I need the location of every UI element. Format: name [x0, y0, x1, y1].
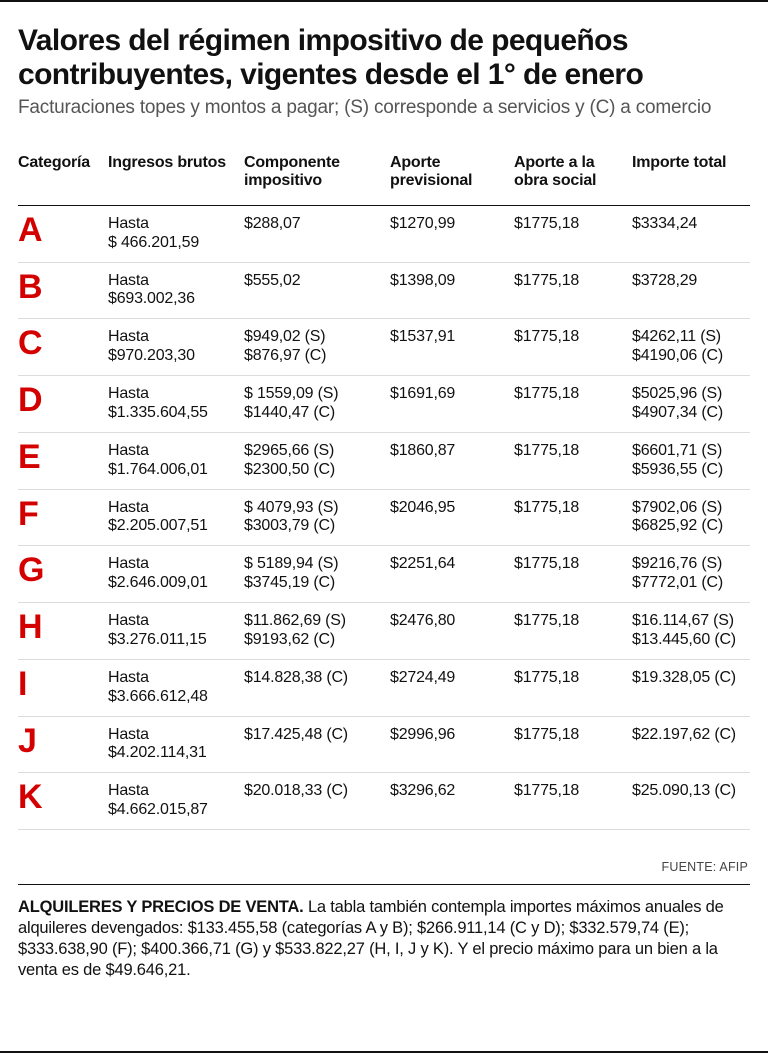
ingresos-cell: Hasta$ 466.201,59	[108, 206, 244, 263]
componente-cell: $ 5189,94 (S)$3745,19 (C)	[244, 546, 390, 603]
col-header: Categoría	[18, 154, 108, 206]
total-cell: $7902,06 (S)$6825,92 (C)	[632, 490, 750, 547]
subtitle: Facturaciones topes y montos a pagar; (S…	[18, 97, 750, 120]
obra-cell: $1775,18	[514, 546, 632, 603]
category-letter: D	[18, 376, 108, 433]
ingresos-cell: Hasta$970.203,30	[108, 319, 244, 376]
ingresos-cell: Hasta$693.002,36	[108, 263, 244, 320]
total-cell: $3728,29	[632, 263, 750, 320]
previsional-cell: $2996,96	[390, 717, 514, 774]
ingresos-cell: Hasta$1.335.604,55	[108, 376, 244, 433]
total-cell: $19.328,05 (C)	[632, 660, 750, 717]
tax-table: Categoría Ingresos brutos Componente imp…	[18, 154, 750, 830]
total-cell: $6601,71 (S)$5936,55 (C)	[632, 433, 750, 490]
obra-cell: $1775,18	[514, 490, 632, 547]
obra-cell: $1775,18	[514, 433, 632, 490]
col-header: Componente impositivo	[244, 154, 390, 206]
source-line: FUENTE: AFIP	[18, 860, 748, 874]
category-letter: H	[18, 603, 108, 660]
componente-cell: $20.018,33 (C)	[244, 773, 390, 830]
obra-cell: $1775,18	[514, 660, 632, 717]
col-header: Ingresos brutos	[108, 154, 244, 206]
previsional-cell: $2046,95	[390, 490, 514, 547]
componente-cell: $555,02	[244, 263, 390, 320]
obra-cell: $1775,18	[514, 263, 632, 320]
ingresos-cell: Hasta$4.662.015,87	[108, 773, 244, 830]
obra-cell: $1775,18	[514, 319, 632, 376]
previsional-cell: $3296,62	[390, 773, 514, 830]
col-header: Aporte a la obra social	[514, 154, 632, 206]
category-letter: G	[18, 546, 108, 603]
total-cell: $5025,96 (S)$4907,34 (C)	[632, 376, 750, 433]
componente-cell: $11.862,69 (S)$9193,62 (C)	[244, 603, 390, 660]
total-cell: $25.090,13 (C)	[632, 773, 750, 830]
ingresos-cell: Hasta$2.205.007,51	[108, 490, 244, 547]
obra-cell: $1775,18	[514, 206, 632, 263]
componente-cell: $2965,66 (S)$2300,50 (C)	[244, 433, 390, 490]
previsional-cell: $2724,49	[390, 660, 514, 717]
obra-cell: $1775,18	[514, 376, 632, 433]
category-letter: C	[18, 319, 108, 376]
footnote: ALQUILERES Y PRECIOS DE VENTA. La tabla …	[18, 884, 750, 999]
previsional-cell: $1860,87	[390, 433, 514, 490]
ingresos-cell: Hasta$4.202.114,31	[108, 717, 244, 774]
category-letter: B	[18, 263, 108, 320]
previsional-cell: $1398,09	[390, 263, 514, 320]
obra-cell: $1775,18	[514, 773, 632, 830]
category-letter: K	[18, 773, 108, 830]
previsional-cell: $2476,80	[390, 603, 514, 660]
total-cell: $9216,76 (S)$7772,01 (C)	[632, 546, 750, 603]
previsional-cell: $1691,69	[390, 376, 514, 433]
componente-cell: $17.425,48 (C)	[244, 717, 390, 774]
ingresos-cell: Hasta$3.666.612,48	[108, 660, 244, 717]
category-letter: E	[18, 433, 108, 490]
total-cell: $4262,11 (S)$4190,06 (C)	[632, 319, 750, 376]
componente-cell: $ 1559,09 (S)$1440,47 (C)	[244, 376, 390, 433]
col-header: Aporte previsional	[390, 154, 514, 206]
category-letter: F	[18, 490, 108, 547]
category-letter: A	[18, 206, 108, 263]
previsional-cell: $2251,64	[390, 546, 514, 603]
obra-cell: $1775,18	[514, 717, 632, 774]
previsional-cell: $1270,99	[390, 206, 514, 263]
category-letter: I	[18, 660, 108, 717]
componente-cell: $14.828,38 (C)	[244, 660, 390, 717]
componente-cell: $949,02 (S)$876,97 (C)	[244, 319, 390, 376]
obra-cell: $1775,18	[514, 603, 632, 660]
componente-cell: $288,07	[244, 206, 390, 263]
col-header: Importe total	[632, 154, 750, 206]
ingresos-cell: Hasta$1.764.006,01	[108, 433, 244, 490]
total-cell: $3334,24	[632, 206, 750, 263]
total-cell: $22.197,62 (C)	[632, 717, 750, 774]
ingresos-cell: Hasta$2.646.009,01	[108, 546, 244, 603]
total-cell: $16.114,67 (S)$13.445,60 (C)	[632, 603, 750, 660]
footnote-heading: ALQUILERES Y PRECIOS DE VENTA.	[18, 898, 304, 916]
componente-cell: $ 4079,93 (S)$3003,79 (C)	[244, 490, 390, 547]
ingresos-cell: Hasta$3.276.011,15	[108, 603, 244, 660]
title: Valores del régimen impositivo de pequeñ…	[18, 24, 750, 91]
category-letter: J	[18, 717, 108, 774]
previsional-cell: $1537,91	[390, 319, 514, 376]
